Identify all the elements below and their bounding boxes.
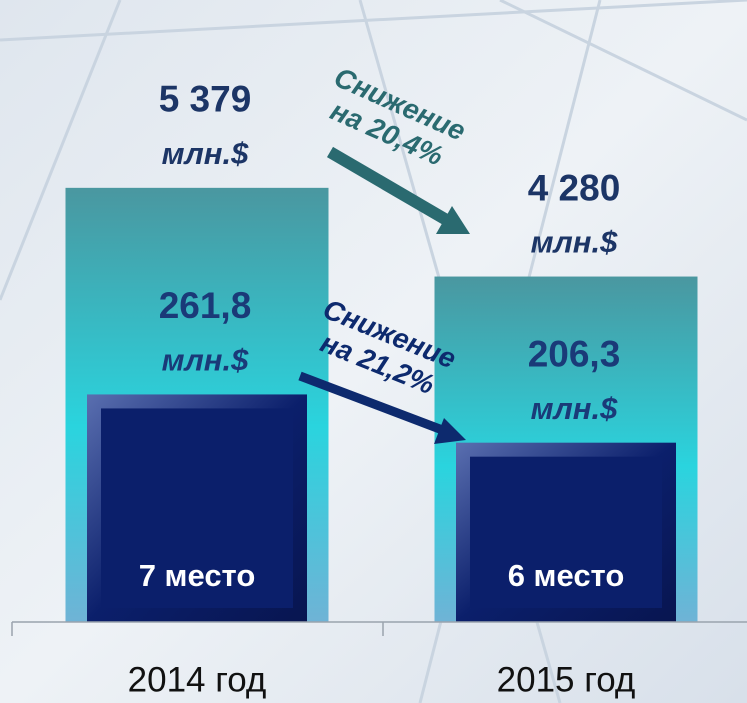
unit-label: млн.$ xyxy=(162,343,250,378)
arrow xyxy=(326,146,470,234)
rank-label: 7 место xyxy=(139,558,256,593)
value-label: 4 280 xyxy=(528,167,621,208)
unit-label: млн.$ xyxy=(531,391,619,426)
value-label: 5 379 xyxy=(159,79,252,120)
bar-face xyxy=(101,408,293,608)
value-label: 206,3 xyxy=(528,333,621,374)
rank-label: 6 место xyxy=(508,558,625,593)
unit-label: млн.$ xyxy=(162,136,250,171)
bar-face xyxy=(470,456,662,608)
unit-label: млн.$ xyxy=(531,225,619,260)
x-tick-label: 2014 год xyxy=(128,660,267,699)
x-tick-label: 2015 год xyxy=(497,660,636,699)
arrow xyxy=(298,371,466,444)
value-label: 261,8 xyxy=(159,285,252,326)
